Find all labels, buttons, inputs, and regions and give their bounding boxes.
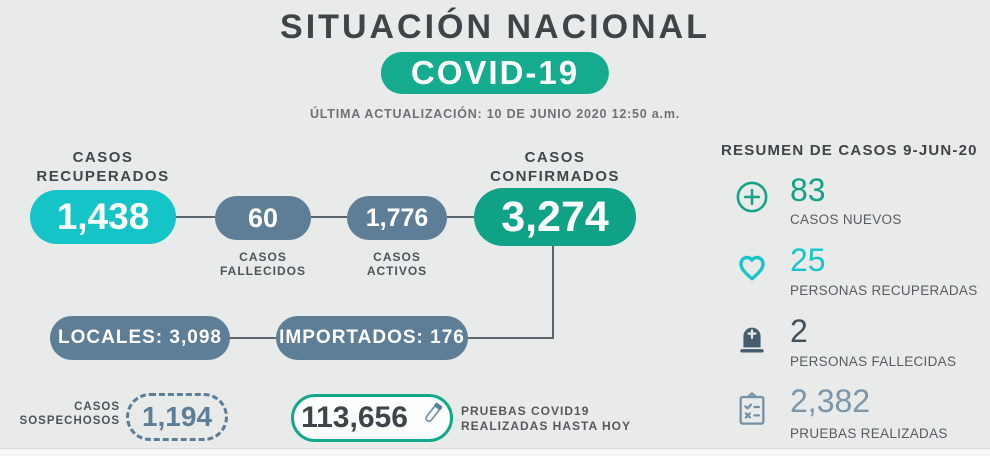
confirmed-cases-label: CASOS CONFIRMADOS bbox=[454, 148, 656, 186]
page-title: SITUACIÓN NACIONAL bbox=[280, 8, 710, 46]
confirmed-label-line2: CONFIRMADOS bbox=[490, 168, 620, 185]
local-cases-pill: LOCALES: 3,098 bbox=[50, 316, 230, 360]
deceased-cases-label: CASOS FALLECIDOS bbox=[195, 250, 331, 278]
suspected-label-line2: SOSPECHOSOS bbox=[19, 415, 120, 427]
plus-circle-icon bbox=[734, 180, 770, 219]
active-cases-label: CASOS ACTIVOS bbox=[327, 250, 467, 278]
imported-cases-pill: IMPORTADOS: 176 bbox=[276, 316, 468, 360]
tests-performed-value: 113,656 bbox=[301, 401, 408, 434]
active-label-line1: CASOS bbox=[373, 250, 421, 264]
tests-performed-label: PRUEBAS COVID19 REALIZADAS HASTA HOY bbox=[461, 404, 651, 434]
tests-performed-summary-label: PRUEBAS REALIZADAS bbox=[790, 426, 948, 441]
connector-local-imported bbox=[230, 337, 276, 339]
clipboard-icon bbox=[734, 391, 770, 432]
connector-active-confirmed bbox=[447, 216, 474, 218]
new-cases-value: 83 bbox=[790, 172, 826, 208]
confirmed-label-line1: CASOS bbox=[524, 149, 586, 166]
tombstone-icon bbox=[734, 321, 770, 359]
connector-imported-elbow bbox=[468, 337, 554, 339]
suspected-cases-label: CASOS SOSPECHOSOS bbox=[14, 400, 120, 428]
summary-heading: RESUMEN DE CASOS 9-JUN-20 bbox=[721, 142, 978, 159]
deceased-persons-label: PERSONAS FALLECIDAS bbox=[790, 354, 957, 369]
active-cases-value: 1,776 bbox=[347, 196, 447, 240]
deceased-label-line2: FALLECIDOS bbox=[219, 264, 306, 278]
connector-deaths-active bbox=[311, 216, 347, 218]
deceased-cases-value: 60 bbox=[215, 196, 311, 240]
covid19-badge: COVID-19 bbox=[380, 52, 610, 94]
tests-label-line1: PRUEBAS COVID19 bbox=[461, 404, 590, 418]
connector-confirmed-vertical bbox=[552, 246, 554, 339]
confirmed-cases-value: 3,274 bbox=[474, 188, 636, 246]
tests-performed-pill: 113,656 bbox=[291, 394, 453, 442]
recovered-label-line1: CASOS bbox=[72, 149, 134, 166]
recovered-persons-label: PERSONAS RECUPERADAS bbox=[790, 283, 978, 298]
bottom-divider bbox=[0, 448, 990, 456]
tests-performed-summary-value: 2,382 bbox=[790, 383, 871, 419]
suspected-label-line1: CASOS bbox=[74, 401, 120, 413]
recovered-cases-label: CASOS RECUPERADOS bbox=[10, 148, 196, 186]
deceased-persons-value: 2 bbox=[790, 313, 808, 349]
new-cases-label: CASOS NUEVOS bbox=[790, 212, 902, 227]
last-updated-text: ÚLTIMA ACTUALIZACIÓN: 10 DE JUNIO 2020 1… bbox=[309, 107, 681, 121]
active-label-line2: ACTIVOS bbox=[366, 264, 428, 278]
connector-recovered-deaths bbox=[176, 216, 215, 218]
tests-label-line2: REALIZADAS HASTA HOY bbox=[461, 419, 631, 433]
suspected-cases-value: 1,194 bbox=[126, 393, 228, 441]
recovered-label-line2: RECUPERADOS bbox=[36, 168, 170, 185]
recovered-persons-value: 25 bbox=[790, 242, 826, 278]
heart-icon bbox=[734, 250, 770, 289]
test-tube-icon bbox=[409, 396, 450, 439]
recovered-cases-value: 1,438 bbox=[30, 190, 176, 244]
deceased-label-line1: CASOS bbox=[239, 250, 287, 264]
